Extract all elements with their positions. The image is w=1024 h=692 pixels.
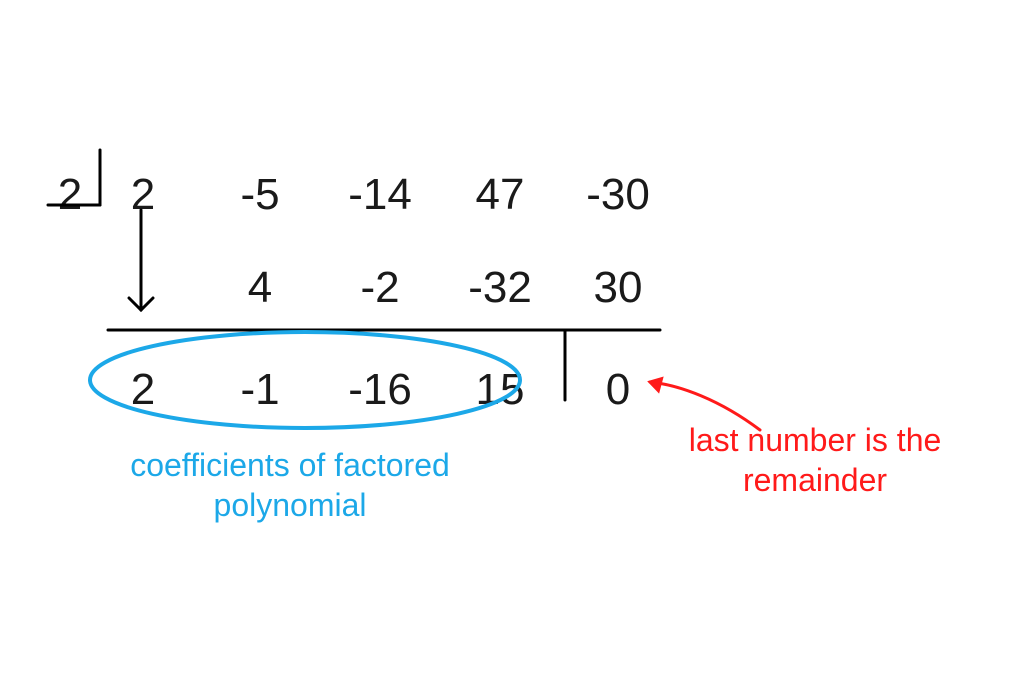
number-cell: -2	[360, 263, 399, 313]
number-cell: 0	[606, 365, 630, 415]
number-cell: -30	[586, 170, 650, 220]
number-cell: -16	[348, 365, 412, 415]
number-cell: -14	[348, 170, 412, 220]
number-cell: -5	[240, 170, 279, 220]
number-cell: -1	[240, 365, 279, 415]
number-cell: 47	[476, 170, 525, 220]
divisor-value: 2	[58, 170, 82, 220]
number-cell: 15	[476, 365, 525, 415]
number-cell: 30	[594, 263, 643, 313]
number-cell: 4	[248, 263, 272, 313]
remainder-arrow-head	[650, 379, 662, 391]
quotient-label: coefficients of factored polynomial	[130, 445, 450, 525]
remainder-label: last number is the remainder	[689, 420, 942, 500]
number-cell: 2	[131, 170, 155, 220]
bring-down-arrow-head	[129, 298, 153, 310]
number-cell: -32	[468, 263, 532, 313]
number-cell: 2	[131, 365, 155, 415]
synthetic-division-diagram: 22-5-1447-304-2-32302-1-16150coefficient…	[0, 0, 1024, 692]
overlay-svg	[0, 0, 1024, 692]
